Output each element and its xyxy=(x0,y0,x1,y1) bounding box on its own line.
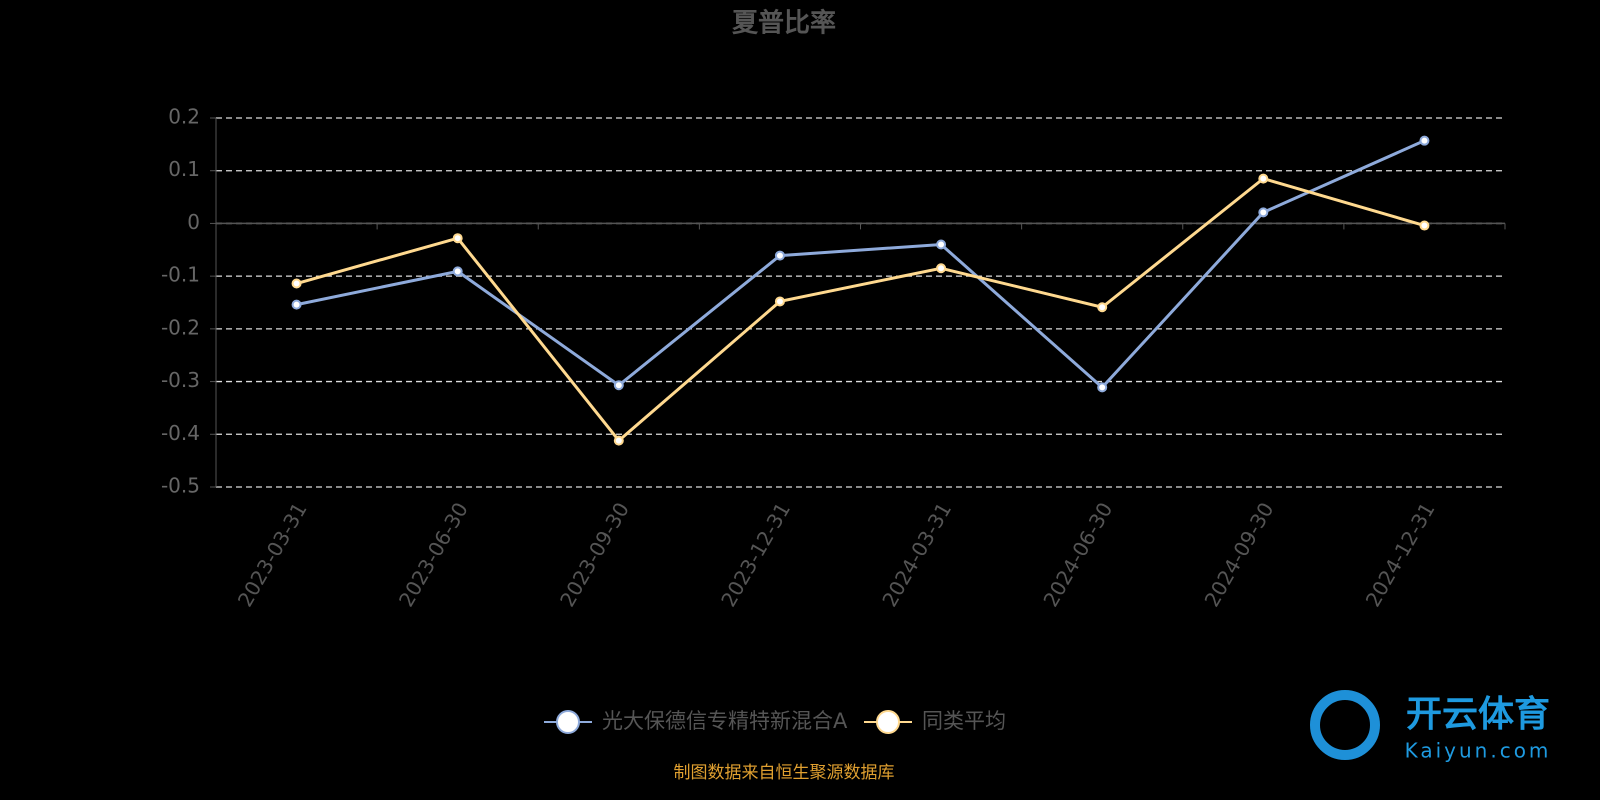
point xyxy=(1419,135,1430,146)
legend-label: 光大保德信专精特新混合A xyxy=(602,709,848,733)
point xyxy=(1097,382,1108,393)
point xyxy=(613,435,624,446)
logo xyxy=(1310,690,1380,760)
point xyxy=(613,380,624,391)
series-line xyxy=(296,139,1426,390)
point xyxy=(1258,173,1269,184)
y-tick-label: -0.2 xyxy=(161,315,200,339)
legend-marker xyxy=(556,710,580,734)
point xyxy=(1419,220,1430,231)
legend-label: 同类平均 xyxy=(922,709,1006,733)
point xyxy=(1097,302,1108,313)
y-tick-label: 0.2 xyxy=(168,105,200,129)
brand-url: Kaiyun.com xyxy=(1405,739,1552,763)
y-tick-label: -0.3 xyxy=(161,368,200,392)
y-tick-label: 0 xyxy=(187,210,200,234)
point xyxy=(774,250,785,261)
point xyxy=(774,296,785,307)
series-line xyxy=(296,176,1425,443)
point xyxy=(452,266,463,277)
point xyxy=(291,278,302,289)
legend-marker xyxy=(876,710,900,734)
point xyxy=(291,299,302,310)
y-tick-label: -0.1 xyxy=(161,263,200,287)
brand: 开云体育 xyxy=(1406,694,1550,735)
y-tick-label: -0.4 xyxy=(161,421,200,445)
point xyxy=(1258,207,1269,218)
chart-title: 夏普比率 xyxy=(732,8,836,39)
watermark: 开云体育 Kaiyun.com xyxy=(1310,690,1552,763)
y-tick-label: -0.5 xyxy=(161,474,200,498)
source-note: 制图数据来自恒生聚源数据库 xyxy=(674,763,895,783)
point xyxy=(936,239,947,250)
y-tick-label: 0.1 xyxy=(168,157,200,181)
point xyxy=(452,233,463,244)
point xyxy=(936,263,947,274)
